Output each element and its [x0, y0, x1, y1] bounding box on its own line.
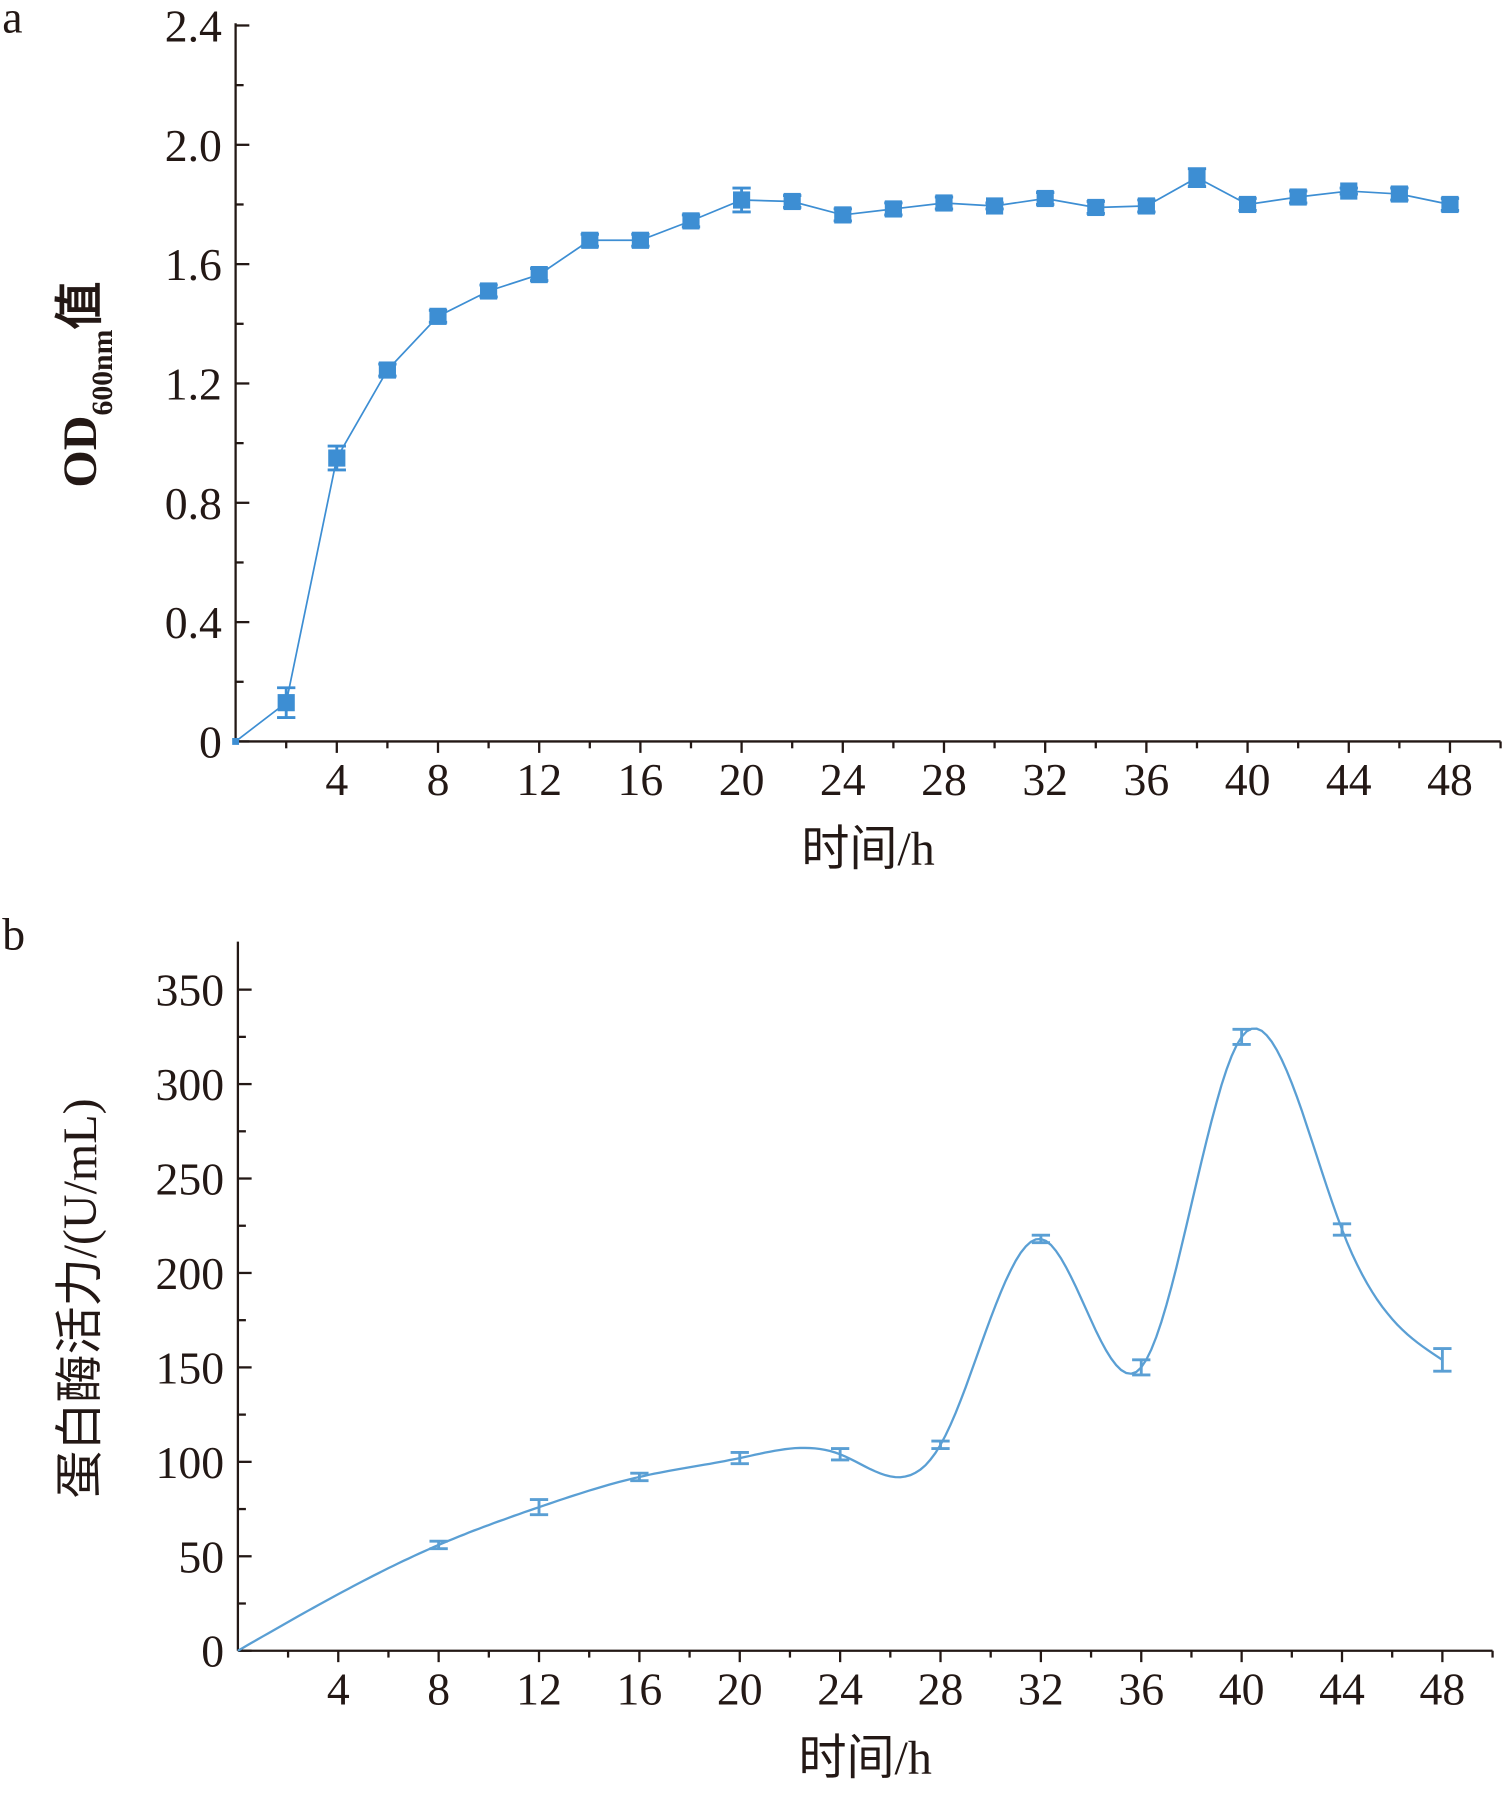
x-tick-label: 36: [1124, 754, 1170, 805]
error-bar: [1031, 1233, 1051, 1245]
x-tick-label: 28: [918, 1663, 964, 1714]
x-tick-label: 12: [516, 754, 562, 805]
x-tick-label: 8: [427, 1663, 450, 1714]
panel-label: b: [2, 909, 25, 960]
x-tick-label: 8: [427, 754, 450, 805]
data-point: [232, 738, 240, 745]
data-point: [682, 212, 700, 230]
y-tick-label: 350: [156, 965, 225, 1016]
error-bar: [730, 1450, 749, 1466]
data-point: [631, 231, 649, 249]
y-tick-label: 0.4: [165, 597, 222, 648]
x-tick-label: 16: [618, 754, 664, 805]
y-tick-label: 200: [156, 1248, 225, 1299]
data-point: [733, 191, 751, 209]
series-line: [237, 1027, 1443, 1652]
y-tick-label: 2.0: [165, 120, 222, 171]
y-tick-label: 2.4: [165, 0, 222, 51]
data-point: [429, 307, 447, 325]
x-tick-label: 32: [1018, 1663, 1064, 1714]
x-tick-label: 24: [820, 754, 866, 805]
data-point: [1137, 197, 1155, 215]
data-point: [834, 206, 852, 224]
data-point: [935, 194, 953, 212]
x-tick-label: 40: [1219, 1663, 1265, 1714]
y-tick-label: 0: [199, 716, 222, 767]
data-point: [378, 361, 396, 379]
x-tick-label: 16: [617, 1663, 663, 1714]
x-tick-label: 48: [1427, 754, 1473, 805]
error-bar: [931, 1439, 950, 1451]
panel-label: a: [2, 0, 22, 42]
x-tick-label: 20: [719, 754, 765, 805]
y-tick-label: 50: [178, 1531, 224, 1582]
error-bar: [529, 1498, 549, 1517]
x-tick-label: 44: [1326, 754, 1372, 805]
y-tick-label: 100: [156, 1437, 225, 1488]
data-point: [783, 192, 801, 211]
x-tick-label: 24: [817, 1663, 863, 1714]
data-point: [530, 266, 548, 284]
data-point: [1238, 195, 1257, 214]
data-point: [480, 282, 498, 300]
x-tick-label: 44: [1319, 1663, 1365, 1714]
data-point: [581, 231, 599, 249]
y-axis-title: OD600nm值: [54, 282, 119, 488]
error-bar: [1132, 1358, 1151, 1377]
x-tick-label: 20: [717, 1663, 763, 1714]
y-axis-title-main: OD: [54, 416, 107, 488]
y-axis-title: 蛋白酶活力/(U/mL): [54, 1098, 107, 1498]
series-line: [235, 176, 1451, 743]
y-tick-label: 0.8: [165, 478, 222, 529]
y-tick-label: 300: [156, 1059, 225, 1110]
data-point: [1087, 198, 1105, 217]
data-point: [986, 197, 1004, 215]
data-point: [884, 200, 902, 218]
y-tick-label: 1.6: [165, 239, 222, 290]
data-point: [1036, 189, 1054, 208]
x-axis-title: 时间/h: [801, 823, 934, 876]
chart-a: a4 8 12 16 20 24 28 32 36 40 44 4800.40.81.21.62.02…: [2, 0, 1502, 876]
data-point: [277, 694, 295, 712]
x-tick-label: 36: [1118, 1663, 1164, 1714]
chart-b: b4 8 12 16 20 24 28 32 36 40 44 4805010015020025030…: [2, 909, 1494, 1785]
x-tick-label: 28: [921, 754, 967, 805]
error-bar: [1332, 1222, 1352, 1237]
y-tick-label: 150: [156, 1342, 225, 1393]
data-point: [328, 449, 346, 467]
x-tick-label: 4: [327, 1663, 350, 1714]
y-axis-title-subscript: 600nm: [87, 329, 119, 415]
error-bar: [429, 1539, 448, 1551]
x-tick-label: 32: [1022, 754, 1068, 805]
error-bar: [630, 1471, 649, 1483]
error-bar: [1433, 1347, 1452, 1373]
x-tick-label: 12: [516, 1663, 562, 1714]
data-point: [1340, 182, 1358, 200]
data-point: [1188, 169, 1206, 187]
x-tick-label: 40: [1225, 754, 1271, 805]
y-axis-title-suffix: 值: [54, 282, 107, 330]
error-bar: [1232, 1027, 1251, 1046]
data-point: [1390, 185, 1408, 203]
y-tick-label: 0: [201, 1626, 224, 1677]
data-point: [1289, 188, 1307, 206]
error-bar: [830, 1447, 850, 1462]
x-axis-title: 时间/h: [799, 1732, 932, 1785]
x-tick-label: 48: [1420, 1663, 1466, 1714]
x-tick-label: 4: [325, 754, 348, 805]
y-tick-label: 1.2: [165, 358, 222, 409]
data-point: [1441, 195, 1459, 214]
y-tick-label: 250: [156, 1154, 225, 1205]
